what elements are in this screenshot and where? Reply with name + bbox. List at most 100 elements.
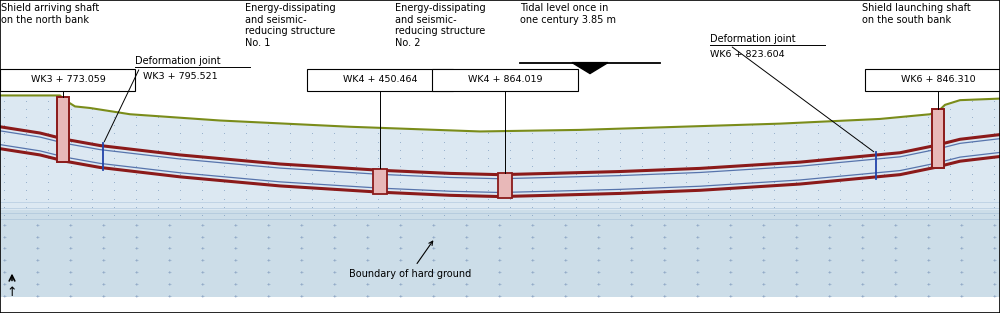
Text: ·: · [356, 130, 358, 140]
Text: ·: · [290, 105, 292, 115]
Text: ·: · [884, 146, 886, 156]
Text: ·: · [576, 105, 578, 115]
Text: +: + [762, 281, 766, 286]
Text: ·: · [488, 97, 490, 107]
Text: +: + [762, 246, 766, 251]
Text: ·: · [795, 178, 798, 188]
Text: +: + [795, 269, 799, 275]
Text: ·: · [488, 211, 490, 221]
Text: ·: · [752, 203, 755, 213]
Text: ·: · [333, 89, 336, 99]
Text: ·: · [92, 121, 94, 131]
Text: ·: · [818, 195, 820, 205]
Text: ·: · [576, 138, 578, 148]
Text: ·: · [598, 187, 600, 197]
Text: ·: · [795, 187, 798, 197]
Text: ·: · [862, 178, 864, 188]
Text: +: + [828, 281, 832, 286]
Text: ·: · [773, 170, 776, 180]
Text: +: + [927, 234, 931, 239]
Text: ·: · [47, 170, 50, 180]
Text: ·: · [202, 121, 205, 131]
Text: ·: · [708, 211, 710, 221]
Text: ·: · [4, 81, 7, 91]
Bar [932, 109, 944, 168]
Text: ·: · [136, 187, 138, 197]
Text: ·: · [47, 105, 50, 115]
Text: ·: · [576, 170, 578, 180]
Text: ·: · [576, 211, 578, 221]
Text: +: + [366, 246, 370, 251]
Text: ·: · [532, 121, 534, 131]
Text: +: + [234, 293, 238, 298]
Polygon shape [572, 63, 608, 74]
Text: ·: · [4, 146, 7, 156]
Text: +: + [168, 281, 172, 286]
Text: ·: · [795, 162, 798, 172]
Text: +: + [3, 234, 7, 239]
Text: ·: · [422, 154, 424, 164]
Text: Deformation joint: Deformation joint [135, 56, 221, 66]
Text: +: + [366, 222, 370, 227]
Text: ·: · [862, 81, 864, 91]
Text: ·: · [268, 146, 270, 156]
Text: ·: · [795, 113, 798, 123]
Text: ·: · [158, 89, 160, 99]
Text: ·: · [399, 146, 402, 156]
Text: ·: · [465, 203, 468, 213]
Text: ·: · [773, 211, 776, 221]
Text: ·: · [443, 211, 446, 221]
Text: ·: · [927, 187, 930, 197]
Text: ·: · [598, 138, 600, 148]
Text: ·: · [312, 89, 314, 99]
Text: ·: · [927, 170, 930, 180]
Text: ·: · [972, 130, 974, 140]
Text: ·: · [598, 130, 600, 140]
Text: +: + [597, 246, 601, 251]
Text: ·: · [663, 178, 666, 188]
Text: ·: · [752, 154, 755, 164]
Text: ·: · [752, 178, 755, 188]
Text: ·: · [972, 138, 974, 148]
Text: ·: · [47, 203, 50, 213]
Text: +: + [762, 234, 766, 239]
Text: ·: · [246, 89, 248, 99]
Text: ·: · [795, 97, 798, 107]
Text: ·: · [113, 89, 116, 99]
Text: ·: · [333, 162, 336, 172]
Text: ·: · [620, 121, 622, 131]
Text: ·: · [708, 130, 710, 140]
Text: ·: · [752, 195, 755, 205]
Text: ·: · [70, 178, 73, 188]
Text: ·: · [708, 146, 710, 156]
Text: ·: · [642, 105, 644, 115]
Text: ·: · [180, 105, 182, 115]
Text: ·: · [378, 211, 380, 221]
Text: ·: · [113, 203, 116, 213]
Text: ·: · [598, 97, 600, 107]
Text: ·: · [47, 97, 50, 107]
Text: ·: · [4, 187, 7, 197]
Text: ·: · [488, 162, 490, 172]
Text: +: + [531, 281, 535, 286]
Text: +: + [135, 222, 139, 227]
Text: ·: · [92, 138, 94, 148]
Text: ·: · [223, 146, 226, 156]
Text: ·: · [730, 81, 732, 91]
Text: +: + [729, 222, 733, 227]
Text: ·: · [443, 113, 446, 123]
Text: ·: · [840, 113, 842, 123]
Text: ·: · [268, 203, 270, 213]
Text: +: + [927, 258, 931, 263]
Text: ·: · [290, 121, 292, 131]
Text: ·: · [663, 170, 666, 180]
Text: ·: · [290, 187, 292, 197]
Text: ·: · [47, 154, 50, 164]
Text: ·: · [708, 178, 710, 188]
Text: Energy-dissipating
and seismic-
reducing structure
No. 2: Energy-dissipating and seismic- reducing… [395, 3, 486, 48]
Text: ·: · [378, 203, 380, 213]
Text: ·: · [422, 146, 424, 156]
Text: ·: · [950, 121, 952, 131]
Text: ·: · [312, 121, 314, 131]
Text: ·: · [730, 89, 732, 99]
